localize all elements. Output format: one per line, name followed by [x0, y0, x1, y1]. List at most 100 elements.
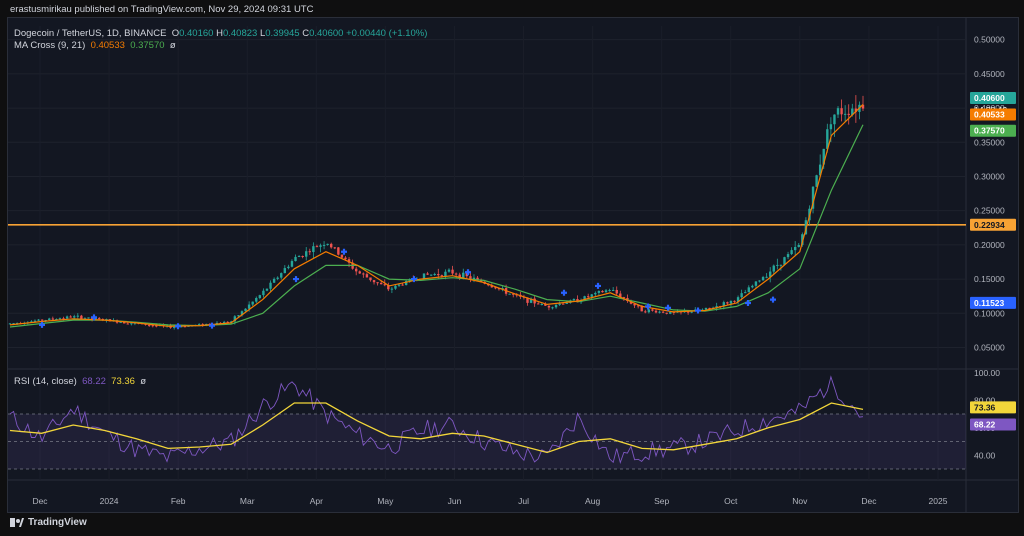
- rsi-ma-line: [9, 402, 864, 454]
- price-tick-label: 0.25000: [974, 206, 1005, 216]
- ma-fast-value: 0.40533: [90, 40, 125, 51]
- candle-body: [151, 325, 154, 327]
- candle-body: [183, 326, 187, 328]
- rsi-tag: 68.22: [970, 418, 1016, 431]
- cross-icon: [745, 300, 751, 307]
- candle-body: [451, 269, 454, 274]
- candle-body: [665, 312, 668, 314]
- candle-body: [155, 325, 158, 327]
- legend-symbol[interactable]: Dogecoin / TetherUS, 1D, BINANCE: [14, 28, 167, 39]
- candle-body: [87, 317, 90, 319]
- chart-svg[interactable]: 0.50000 0.45000 0.40000 0.35000 0.30000 0.250…: [8, 18, 1018, 512]
- candle-body: [319, 245, 322, 247]
- candle-body: [669, 311, 672, 314]
- candle-body: [740, 293, 743, 298]
- candle-body: [326, 243, 329, 245]
- candle-body: [583, 296, 586, 301]
- legend-close-label: C: [302, 28, 310, 39]
- time-tick-label: Oct: [724, 496, 738, 506]
- tradingview-logo-icon: [10, 518, 24, 527]
- cross-icon: [341, 248, 347, 255]
- candle-body: [501, 288, 504, 290]
- candle-body: [197, 324, 201, 326]
- candle-body: [65, 316, 69, 319]
- candle-body: [12, 323, 15, 325]
- candle-body: [280, 273, 283, 278]
- legend-ma: MA Cross (9, 21) 0.40533 0.37570 ø: [14, 40, 176, 51]
- ma-cross-marker: [411, 276, 417, 283]
- candle-body: [265, 288, 269, 291]
- footer-brand[interactable]: TradingView: [10, 517, 87, 528]
- low-marker-tag: 0.11523: [970, 296, 1016, 309]
- hline-tag-bg: [970, 218, 1016, 231]
- rsi-name[interactable]: RSI (14, close): [14, 376, 77, 387]
- time-tick-label: Feb: [171, 496, 186, 506]
- candle-body: [119, 322, 122, 324]
- candle-body: [397, 284, 401, 286]
- candle-body: [315, 246, 319, 248]
- candle-body: [722, 302, 726, 307]
- candle-body: [544, 304, 547, 306]
- time-tick-label: 2024: [100, 496, 119, 506]
- candle-body: [537, 303, 540, 305]
- candle-body: [854, 108, 858, 112]
- rsi-band-fill: [8, 414, 966, 469]
- ma-fast-tag-text: 0.40533: [974, 109, 1005, 119]
- candle-body: [123, 322, 126, 324]
- chart-frame[interactable]: 0.50000 0.45000 0.40000 0.35000 0.30000 0.250…: [7, 17, 1019, 513]
- ma-cross-marker: [665, 304, 671, 311]
- ma-slow-line: [9, 124, 864, 328]
- candle-body: [40, 319, 44, 321]
- price-tick-label: 0.15000: [974, 274, 1005, 284]
- candle-body: [797, 244, 800, 247]
- candle-body: [305, 251, 308, 257]
- candle-body: [476, 277, 479, 280]
- time-tick-label: Sep: [654, 496, 669, 506]
- candle-body: [644, 311, 647, 313]
- legend-open-label: O: [171, 28, 180, 39]
- ma-slow-tag-bg: [970, 124, 1016, 137]
- candle-body: [783, 257, 786, 265]
- low-marker-tag-text: 0.11523: [974, 298, 1005, 308]
- last-price-tag: 0.40600: [970, 91, 1016, 104]
- rsi-ma-tag: 73.36: [970, 401, 1016, 414]
- candles-group: [8, 95, 865, 330]
- ma-extra: ø: [169, 40, 176, 51]
- candle-body: [255, 298, 258, 302]
- candle-body: [786, 254, 790, 258]
- candle-body: [83, 318, 87, 320]
- candle-body: [494, 287, 497, 289]
- candle-body: [815, 175, 818, 187]
- candle-body: [754, 281, 758, 286]
- candle-body: [840, 108, 843, 115]
- candle-body: [433, 273, 436, 275]
- rsi-tag-bg: [970, 418, 1016, 431]
- ma-cross-marker: [695, 307, 701, 314]
- candle-body: [658, 311, 661, 313]
- candle-body: [276, 277, 279, 279]
- candle-body: [379, 282, 383, 285]
- candle-body: [458, 274, 461, 279]
- candle-body: [636, 305, 640, 307]
- candle-body: [51, 318, 55, 320]
- candle-body: [772, 265, 775, 272]
- ma-name[interactable]: MA Cross (9, 21): [14, 40, 86, 51]
- cross-icon: [695, 307, 701, 314]
- ma-cross-marker: [209, 322, 215, 329]
- candle-body: [826, 129, 829, 149]
- candle-body: [751, 285, 754, 288]
- cross-icon: [561, 289, 567, 296]
- candle-body: [736, 297, 740, 302]
- candle-body: [251, 301, 254, 305]
- candle-body: [73, 316, 76, 318]
- candle-body: [422, 273, 426, 279]
- candle-body: [733, 300, 736, 302]
- candle-body: [704, 307, 708, 310]
- rsi-tick-label: 80.00: [974, 395, 996, 405]
- candle-body: [444, 271, 447, 277]
- candle-body: [308, 251, 311, 253]
- candle-body: [622, 297, 626, 299]
- price-tick-label: 0.50000: [974, 35, 1005, 45]
- candle-body: [269, 282, 272, 289]
- candle-body: [401, 284, 404, 286]
